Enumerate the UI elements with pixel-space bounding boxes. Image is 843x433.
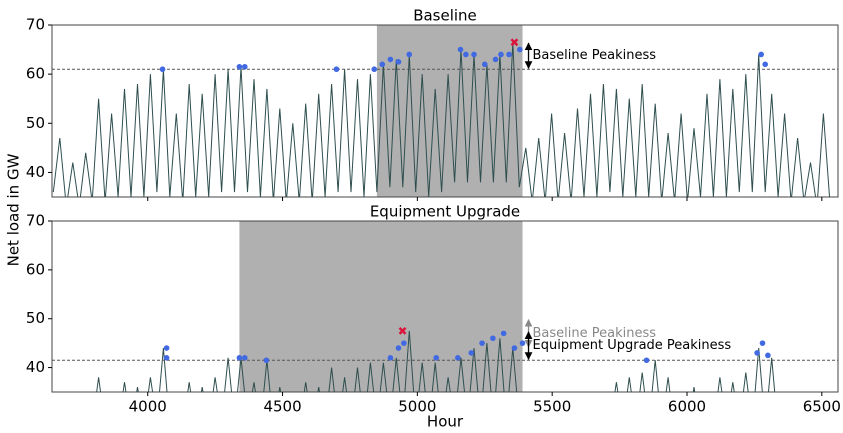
peak-marker bbox=[395, 345, 402, 351]
peak-marker bbox=[468, 350, 475, 356]
y-tick-label: 60 bbox=[26, 260, 45, 278]
peak-marker bbox=[401, 340, 407, 346]
peak-marker bbox=[479, 340, 485, 346]
x-tick-label: 5000 bbox=[398, 398, 436, 416]
peak-marker bbox=[506, 51, 512, 58]
peak-marker bbox=[379, 61, 386, 68]
peak-marker bbox=[387, 355, 394, 361]
panel-title: Equipment Upgrade bbox=[370, 203, 520, 221]
y-tick-label: 40 bbox=[26, 358, 45, 376]
max-marker bbox=[510, 38, 519, 47]
annotation-label: Equipment Upgrade Peakiness bbox=[533, 338, 732, 353]
peak-marker bbox=[371, 66, 378, 73]
peak-marker bbox=[241, 63, 248, 70]
peak-marker bbox=[765, 352, 771, 359]
peak-marker bbox=[387, 56, 394, 63]
peak-marker bbox=[236, 355, 243, 361]
panel-title: Baseline bbox=[413, 7, 477, 25]
x-tick-label: 6000 bbox=[668, 398, 706, 416]
peak-marker bbox=[481, 61, 488, 68]
peak-marker bbox=[500, 330, 507, 337]
peak-marker bbox=[643, 357, 650, 364]
peak-marker bbox=[762, 61, 768, 68]
y-tick-label: 70 bbox=[26, 16, 45, 34]
y-tick-label: 50 bbox=[26, 114, 45, 132]
y-tick-label: 40 bbox=[26, 163, 45, 181]
peak-marker bbox=[463, 51, 469, 58]
y-tick-label: 60 bbox=[26, 65, 45, 83]
peak-marker bbox=[754, 350, 760, 356]
peak-marker bbox=[263, 357, 270, 364]
max-marker bbox=[398, 327, 407, 335]
y-tick-label: 50 bbox=[26, 309, 45, 327]
peak-marker bbox=[511, 345, 518, 351]
peak-marker bbox=[490, 335, 496, 342]
peak-marker bbox=[241, 355, 248, 361]
peak-marker bbox=[159, 66, 166, 73]
x-tick-label: 4000 bbox=[129, 398, 167, 416]
shaded-region bbox=[239, 221, 523, 392]
peak-marker bbox=[519, 340, 526, 346]
load-line bbox=[52, 42, 831, 197]
peak-marker bbox=[517, 46, 523, 53]
annotation-label: Baseline Peakiness bbox=[533, 326, 657, 341]
x-tick-label: 6500 bbox=[803, 398, 841, 416]
x-tick-label: 4500 bbox=[263, 398, 301, 416]
peak-marker bbox=[406, 51, 413, 58]
axes-frame bbox=[51, 220, 839, 393]
peak-marker bbox=[236, 63, 243, 70]
plot-area bbox=[52, 221, 838, 392]
shaded-region bbox=[376, 25, 523, 197]
peak-marker bbox=[759, 340, 766, 346]
peak-marker bbox=[333, 66, 340, 73]
peak-marker bbox=[457, 46, 464, 53]
y-axis-label: Net load in GW bbox=[5, 153, 23, 266]
axes-frame bbox=[51, 24, 839, 198]
peak-marker bbox=[492, 56, 499, 63]
peak-marker bbox=[498, 51, 504, 58]
peak-marker bbox=[163, 355, 170, 361]
peak-marker bbox=[758, 51, 764, 58]
plot-area bbox=[52, 25, 838, 197]
peak-marker bbox=[433, 355, 440, 361]
peak-marker bbox=[471, 51, 477, 58]
x-axis-label: Hour bbox=[427, 413, 464, 431]
peak-marker bbox=[395, 59, 402, 65]
annotation-label: Baseline Peakiness bbox=[533, 48, 657, 63]
x-tick-label: 5500 bbox=[533, 398, 571, 416]
peak-marker bbox=[163, 345, 170, 351]
y-tick-label: 70 bbox=[26, 212, 45, 230]
peak-marker bbox=[455, 355, 461, 361]
